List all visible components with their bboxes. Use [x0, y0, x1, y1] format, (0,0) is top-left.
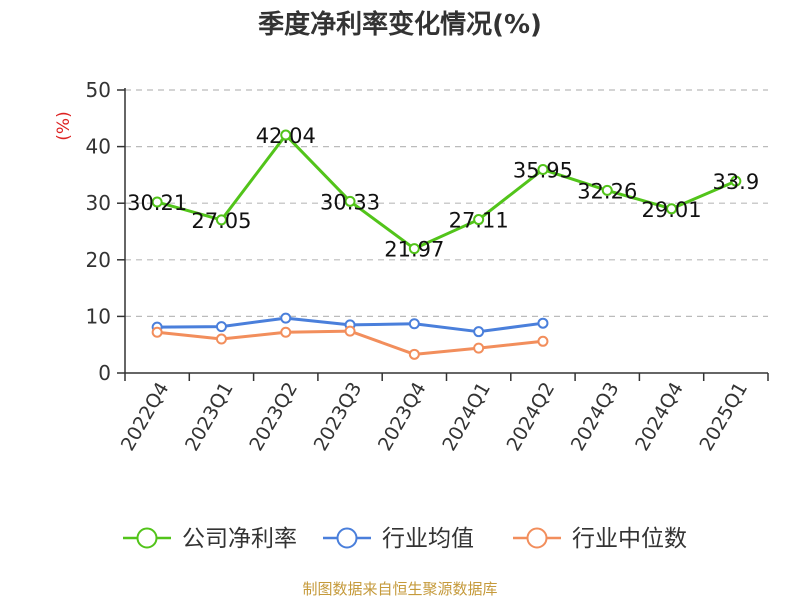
data-label: 42.04 [256, 124, 316, 148]
y-tick-label: 30 [86, 191, 111, 215]
legend-item-1: 行业均值 [323, 526, 474, 552]
data-point [537, 317, 549, 329]
data-label: 33.9 [712, 170, 759, 194]
data-point [408, 243, 420, 255]
legend-marker [136, 527, 158, 549]
legend-item-2: 行业中位数 [513, 526, 687, 552]
data-point [151, 326, 163, 338]
x-tick-label: 2025Q1 [695, 379, 752, 455]
y-tick-label: 0 [98, 361, 111, 385]
y-tick-label: 20 [86, 248, 111, 272]
data-point [344, 195, 356, 207]
grid-lines [125, 89, 768, 317]
x-tick-label: 2024Q4 [631, 379, 688, 455]
data-point [215, 333, 227, 345]
legend-item-0: 公司净利率 [123, 526, 297, 552]
data-point [473, 214, 485, 226]
data-label: 30.21 [127, 191, 187, 215]
data-point [280, 326, 292, 338]
legend-label: 行业均值 [382, 526, 474, 552]
y-axis-title: (%) [54, 111, 74, 140]
x-tick-label: 2023Q4 [374, 379, 431, 455]
x-tick-label: 2024Q1 [438, 379, 495, 455]
data-point [730, 175, 742, 187]
legend-label: 公司净利率 [182, 526, 297, 552]
data-point [280, 312, 292, 324]
y-tick-label: 50 [86, 78, 111, 102]
data-label: 27.05 [191, 209, 251, 233]
data-label: 30.33 [320, 190, 380, 214]
data-point [473, 326, 485, 338]
data-label: 27.11 [449, 209, 509, 233]
data-point [408, 318, 420, 330]
data-point [280, 129, 292, 141]
data-point [666, 203, 678, 215]
legend-marker [526, 527, 548, 549]
x-tick-label: 2024Q3 [567, 379, 624, 455]
x-tick-label: 2024Q2 [503, 379, 560, 455]
data-point [537, 164, 549, 176]
data-point [215, 214, 227, 226]
chart-title: 季度净利率变化情况(%) [258, 10, 542, 40]
x-tick-label: 2023Q2 [245, 379, 302, 455]
data-point [473, 342, 485, 354]
y-tick-label: 40 [86, 135, 111, 159]
x-tick-label: 2022Q4 [117, 379, 174, 455]
series-lines [151, 129, 742, 360]
series-line-0 [156, 133, 737, 251]
data-label: 29.01 [641, 198, 701, 222]
source-note: 制图数据来自恒生聚源数据库 [302, 580, 498, 598]
data-label: 35.95 [513, 159, 573, 183]
legend-label: 行业中位数 [572, 526, 687, 552]
data-label: 32.26 [577, 179, 637, 203]
legend-marker [336, 527, 358, 549]
x-tick-label: 2023Q3 [310, 379, 367, 455]
data-point [344, 325, 356, 337]
legend: 公司净利率 行业均值 行业中位数 [123, 526, 687, 552]
data-point [537, 335, 549, 347]
data-point [408, 348, 420, 360]
x-tick-label: 2023Q1 [181, 379, 238, 455]
data-point [601, 184, 613, 196]
data-label: 21.97 [384, 238, 444, 262]
data-point [215, 321, 227, 333]
data-point [151, 196, 163, 208]
y-tick-label: 10 [86, 304, 111, 328]
